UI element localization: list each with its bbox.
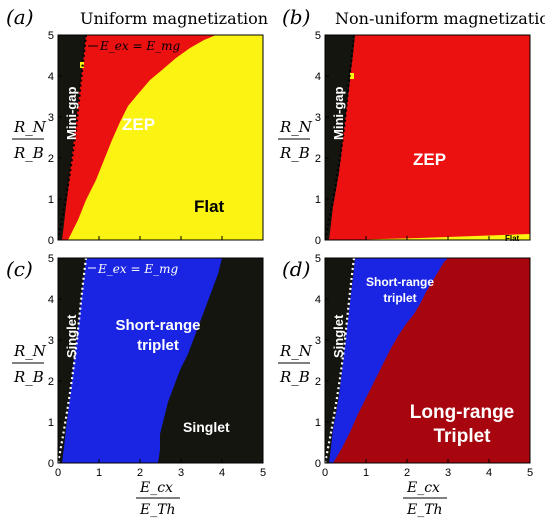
e-ex-curve [325,258,356,463]
y-axis-label-bottom: R_N R_B [12,342,47,386]
x-tick-label: 5 [527,467,533,479]
x-label-numerator: E_cx [139,480,173,496]
panel-d-short-range-label-1: Short-range [366,275,434,289]
y-tick-label: 2 [315,376,321,388]
y-tick-label: 0 [48,235,54,247]
x-tick-label: 5 [260,467,266,479]
panel-c-short-range-label-2: triplet [137,337,179,354]
panel-d: (d) Singlet Short-range triplet Long-ran… [282,257,531,464]
y-axis-label-top: R_N R_B [12,118,47,162]
y-tick-label: 0 [315,458,321,470]
short-range-triplet-region [58,258,222,463]
panel-c-singlet-left-label: Singlet [64,314,79,358]
panel-a-frame [57,34,264,241]
panel-b-title: Non-uniform magnetization [335,9,545,28]
x-axis-label-left: E_cx E_Th [136,480,180,518]
y-tick-label: 0 [315,235,321,247]
y-tick-label: 2 [48,376,54,388]
panel-c: (c) E_ex = E_mg Singlet Short-range trip… [6,257,264,464]
y-tick-label: 5 [48,30,54,42]
x-tick-label: 3 [178,467,184,479]
panel-c-singlet-right-label: Singlet [183,419,230,435]
panel-d-long-range-label-2: Triplet [433,426,491,447]
zep-region [325,35,530,240]
x-tick-label: 0 [322,467,328,479]
panel-b-zep-label: ZEP [413,150,446,169]
zep-region [58,35,216,240]
y-tick-label: 1 [48,417,54,429]
y-tick-label: 4 [315,294,321,306]
minigap-region [58,35,86,240]
panel-d-short-range-label-2: triplet [383,291,416,305]
y-tick-label: 5 [48,253,54,265]
x-label-denominator: E_Th [139,502,176,518]
y-tick-label: 3 [48,335,54,347]
y-tick-label: 4 [48,71,54,83]
panel-a-curve-label: E_ex = E_mg [99,39,180,53]
y-label-numerator: R_N [13,118,47,136]
panel-a-letter: (a) [6,5,34,29]
y-tick-label: 5 [315,30,321,42]
y-axis-label-top-right: R_N R_B [278,118,313,162]
x-tick-label: 1 [363,467,369,479]
panel-a-zep-label: ZEP [122,115,155,134]
x-tick-label: 2 [137,467,143,479]
panel-b-letter: (b) [282,5,310,29]
y-tick-label: 2 [315,153,321,165]
y-tick-label: 3 [315,112,321,124]
y-tick-label: 1 [315,417,321,429]
panel-c-frame [57,257,264,464]
y-tick-label: 3 [315,335,321,347]
x-tick-label: 4 [486,467,492,479]
x-label-denominator: E_Th [406,502,443,518]
x-tick-label: 4 [219,467,225,479]
panel-b-minigap-label: Mini-gap [331,87,346,140]
y-tick-label: 2 [48,153,54,165]
y-label-numerator: R_N [279,118,313,136]
x-tick-label: 1 [96,467,102,479]
panel-a-title: Uniform magnetization [80,9,268,28]
y-tick-label: 3 [48,112,54,124]
panel-b-flat-label: Flat [505,234,520,243]
y-tick-label: 4 [315,71,321,83]
y-tick-label: 5 [315,253,321,265]
panel-d-frame [324,257,531,464]
x-tick-label: 2 [404,467,410,479]
y-label-denominator: R_B [279,368,310,386]
panel-c-short-range-label-1: Short-range [115,317,200,334]
y-label-denominator: R_B [13,368,44,386]
x-tick-label: 3 [445,467,451,479]
short-range-triplet-region [325,258,448,463]
panel-a: (a) Uniform magnetization E_ex = E_mg Mi… [6,5,268,241]
panel-a-flat-label: Flat [194,197,225,216]
panel-d-letter: (d) [282,257,310,281]
x-tick-label: 0 [55,467,61,479]
panel-c-curve-label: E_ex = E_mg [97,262,178,276]
y-tick-label: 0 [48,458,54,470]
panel-a-minigap-label: Mini-gap [64,87,79,140]
panel-d-long-range-label-1: Long-range [410,402,515,423]
y-tick-label: 1 [315,194,321,206]
x-axis-label-right: E_cx E_Th [403,480,447,518]
e-ex-curve [58,35,88,240]
x-label-numerator: E_cx [406,480,440,496]
y-tick-label: 1 [48,194,54,206]
y-axis-label-bottom-right: R_N R_B [278,342,313,386]
y-label-denominator: R_B [13,144,44,162]
panel-b-frame [324,34,531,241]
y-tick-label: 4 [48,294,54,306]
flat-region [345,234,530,240]
y-label-numerator: R_N [279,342,313,360]
panel-b: (b) Non-uniform magnetization Mini-gap Z… [282,5,545,243]
panel-c-letter: (c) [6,257,33,281]
e-ex-curve [58,258,88,463]
y-label-denominator: R_B [279,144,310,162]
e-ex-curve [325,35,356,240]
panel-d-singlet-label: Singlet [331,314,346,358]
y-label-numerator: R_N [13,342,47,360]
